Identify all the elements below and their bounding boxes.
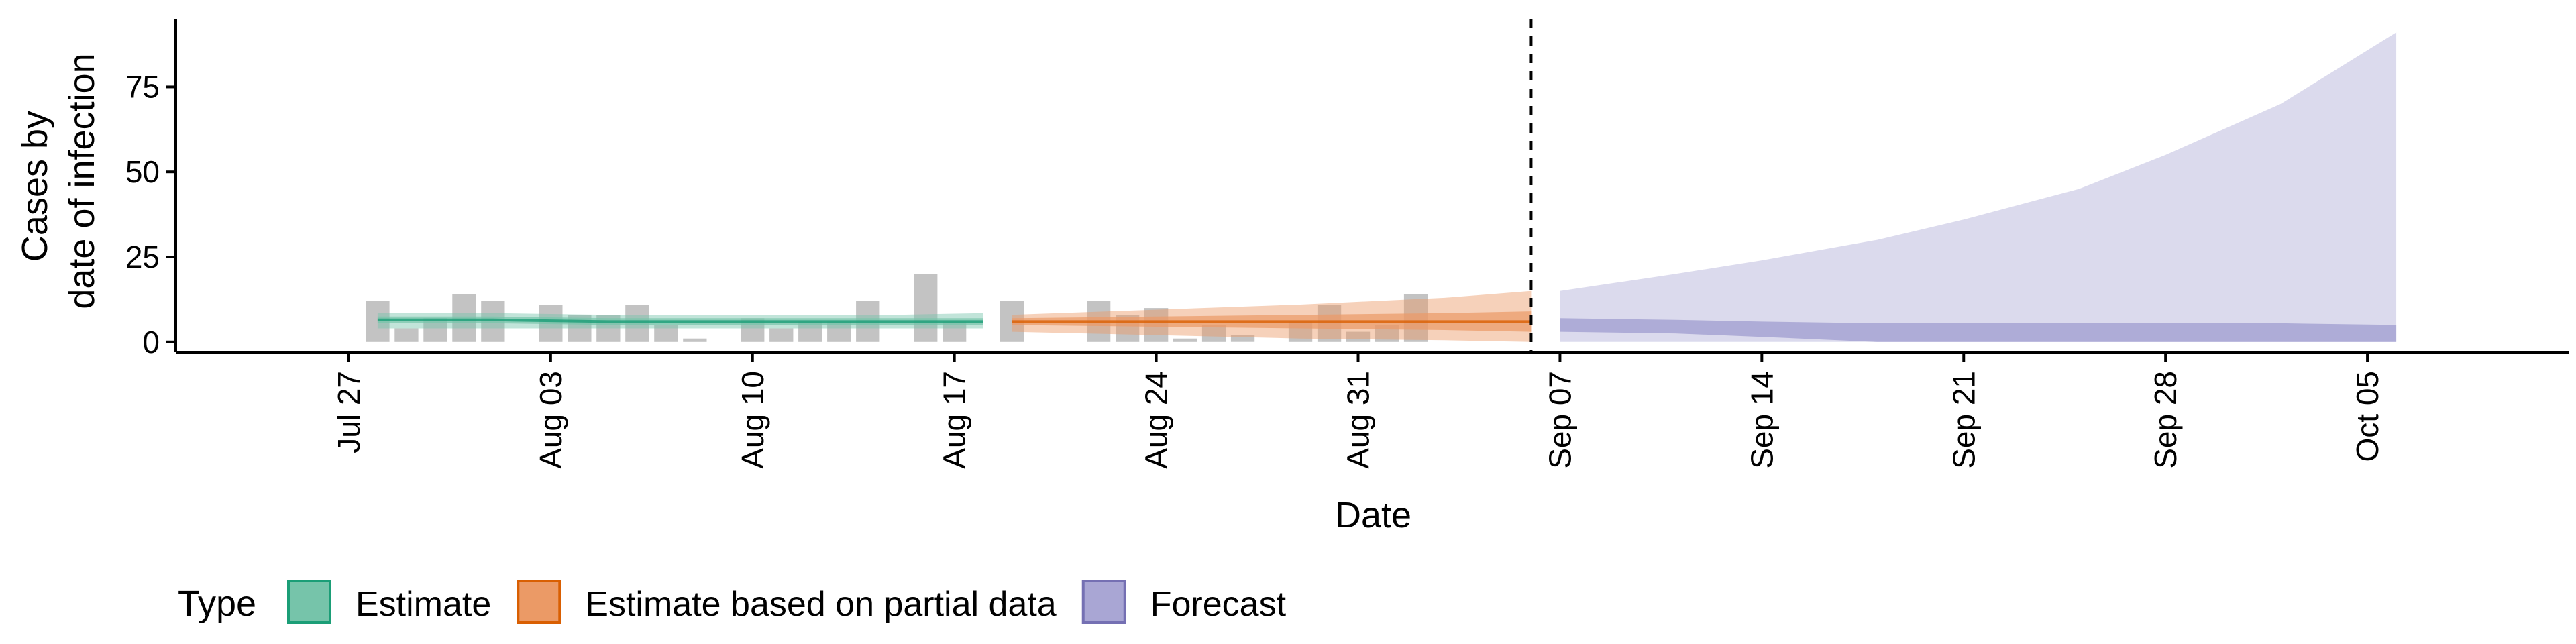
y-axis-title: Cases by date of infection [15,53,102,309]
legend-swatch-estimate [287,580,331,624]
legend-swatch-forecast [1081,580,1126,624]
estimate-median-line [377,318,983,323]
x-tick-label: Oct 05 [2350,371,2385,462]
observed-case-bar [827,321,851,342]
legend-label-forecast: Forecast [1150,585,1287,624]
observed-case-bar [1230,335,1255,342]
x-tick-label: Aug 10 [735,371,770,469]
observed-case-bar [943,321,967,342]
forecast-inner-band [1560,318,2397,342]
x-tick-label: Sep 28 [2148,371,2183,469]
observed-case-bar [394,328,419,342]
x-tick-label: Aug 17 [937,371,972,469]
x-tick-label: Aug 24 [1139,371,1174,469]
x-axis-title: Date [1335,495,1411,535]
x-tick-label: Jul 27 [331,371,366,453]
plot-area [366,19,2397,352]
legend-label-estimate: Estimate [356,585,491,624]
legend: Type Estimate Estimate based on partial d… [178,580,1287,624]
legend-swatch-estimate-based-on-partial-data [517,580,561,624]
observed-case-bar [769,328,794,342]
observed-case-bar [1201,325,1226,342]
forecast-outer-band [1560,32,2397,342]
y-axis-title-line-2: date of infection [62,53,102,309]
y-tick-label: 0 [142,325,160,360]
observed-case-bar [683,338,707,342]
axes: 0 25 50 75 Jul 27 Aug 03 Aug 10 Aug 17 Aug 24 Aug… [125,19,2569,469]
legend-label-estimate-based-on-partial-data: Estimate based on partial data [585,585,1057,624]
x-tick-label: Sep 21 [1946,371,1981,469]
y-tick-label: 75 [125,69,160,104]
observed-case-bar [1173,338,1197,342]
observed-case-bar [654,325,678,342]
observed-case-bar [798,321,822,342]
y-axis-title-line-1: Cases by [15,111,55,262]
legend-title: Type [178,584,256,624]
observed-case-bar [1346,331,1371,342]
x-tick-label: Sep 07 [1542,371,1577,469]
y-tick-label: 50 [125,154,160,189]
x-tick-label: Aug 31 [1341,371,1376,469]
x-tick-label: Aug 03 [533,371,568,469]
y-tick-label: 25 [125,239,160,274]
observed-case-bar [914,274,938,342]
x-tick-label: Sep 14 [1744,371,1779,469]
